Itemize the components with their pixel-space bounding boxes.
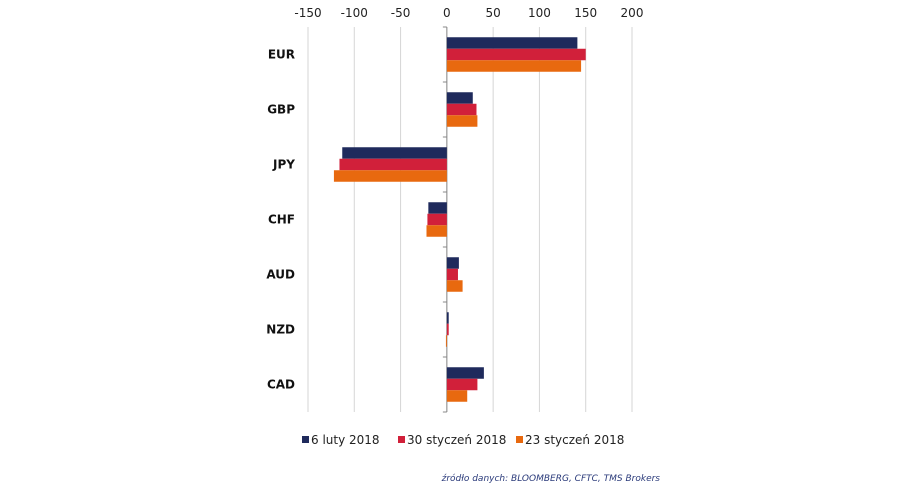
x-tick-label: -150 xyxy=(294,6,321,20)
x-axis: -150 -100 -50 0 50 100 150 200 xyxy=(294,6,644,413)
bar-aud-series-2 xyxy=(446,268,458,281)
bar-gbp-series-1 xyxy=(446,92,473,104)
x-tick-label: 100 xyxy=(528,6,551,20)
x-tick-label: 200 xyxy=(621,6,644,20)
bar-gbp-series-2 xyxy=(446,103,477,116)
bar-jpy-series-1 xyxy=(342,147,447,159)
bar-cad-series-1 xyxy=(446,367,484,379)
bar-jpy-series-3 xyxy=(333,170,447,182)
x-tick-label: 0 xyxy=(443,6,451,20)
category-label: AUD xyxy=(266,268,295,282)
bars-layer xyxy=(333,37,586,402)
bar-chf-series-3 xyxy=(426,225,447,237)
legend-swatch xyxy=(398,436,405,443)
legend-label: 23 styczeń 2018 xyxy=(525,433,624,447)
category-label: NZD xyxy=(266,323,295,337)
category-label: GBP xyxy=(267,103,295,117)
grid-layer xyxy=(307,27,633,412)
legend-label: 6 luty 2018 xyxy=(311,433,380,447)
bar-aud-series-1 xyxy=(446,257,459,269)
category-label: EUR xyxy=(268,48,295,62)
bar-chf-series-1 xyxy=(428,202,447,214)
category-label: CHF xyxy=(268,213,295,227)
bar-nzd-series-2 xyxy=(446,323,449,336)
bar-eur-series-2 xyxy=(446,48,586,61)
bar-chf-series-2 xyxy=(427,213,447,226)
legend: 6 luty 2018 30 styczeń 2018 23 styczeń 201… xyxy=(302,433,624,447)
bar-nzd-series-1 xyxy=(446,312,449,324)
legend-swatch xyxy=(516,436,523,443)
bar-gbp-series-3 xyxy=(446,115,478,127)
legend-label: 30 styczeń 2018 xyxy=(407,433,506,447)
bar-aud-series-3 xyxy=(446,280,463,292)
x-tick-label: -100 xyxy=(341,6,368,20)
bar-eur-series-1 xyxy=(446,37,578,49)
bar-jpy-series-2 xyxy=(339,158,447,171)
bar-eur-series-3 xyxy=(446,60,582,72)
bar-cad-series-3 xyxy=(446,390,468,402)
legend-swatch xyxy=(302,436,309,443)
x-tick-label: 150 xyxy=(574,6,597,20)
x-tick-label: 50 xyxy=(486,6,501,20)
category-labels: EUR GBP JPY CHF AUD NZD CAD xyxy=(266,48,295,392)
bar-cad-series-2 xyxy=(446,378,478,391)
x-tick-label: -50 xyxy=(391,6,411,20)
category-label: JPY xyxy=(272,158,295,172)
bar-nzd-series-3 xyxy=(445,335,447,347)
category-label: CAD xyxy=(267,378,295,392)
source-note: źródło danych: BLOOMBERG, CFTC, TMS Brok… xyxy=(441,473,661,484)
